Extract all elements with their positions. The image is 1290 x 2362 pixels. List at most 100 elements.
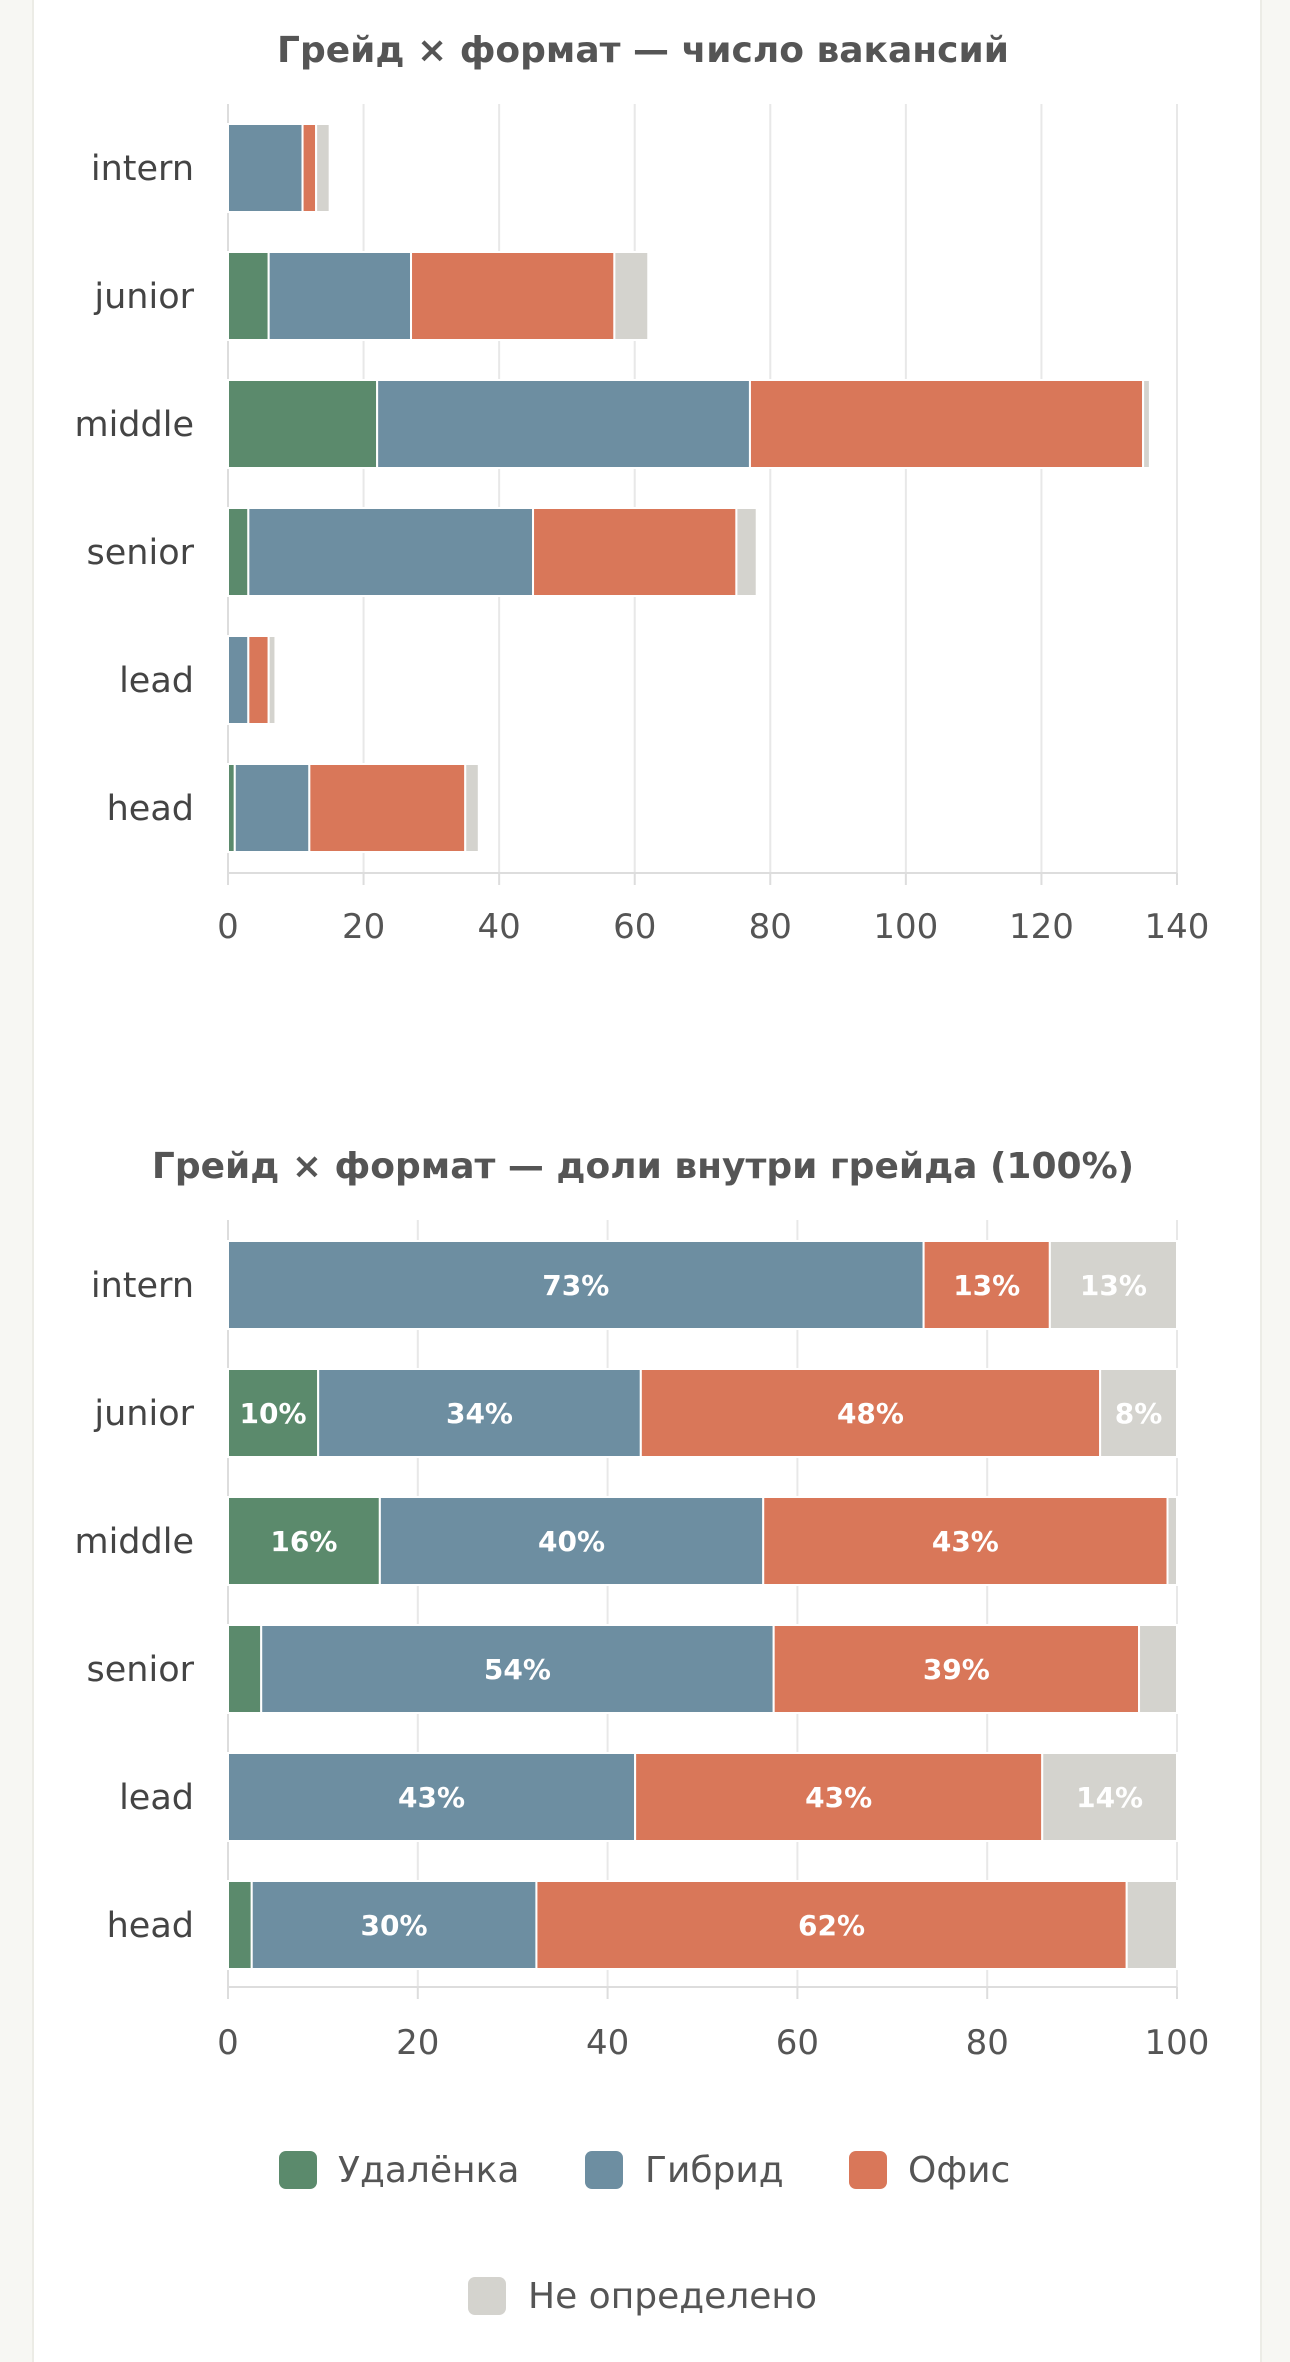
x-axis-ticks: 0 20 40 60 80 100 120 140	[217, 873, 1209, 947]
legend-swatch	[585, 2151, 623, 2189]
category-label: head	[107, 789, 194, 829]
x-tick-label: 60	[776, 2023, 819, 2063]
x-tick-label: 40	[478, 907, 521, 947]
bar-segment	[1099, 1368, 1178, 1458]
bar-segment	[227, 1240, 925, 1330]
x-tick-label: 0	[217, 907, 239, 947]
category-label: junior	[93, 277, 194, 317]
bar-segment	[748, 379, 1145, 469]
data-label: 13%	[953, 1269, 1020, 1302]
bar-segment	[1125, 1880, 1179, 1970]
bar-segment	[613, 251, 650, 341]
bar-segment	[410, 251, 616, 341]
bar-segment	[1048, 1240, 1178, 1330]
bar-segment	[227, 763, 236, 853]
legend-label: Офис	[908, 2150, 1010, 2191]
data-label: 34%	[446, 1397, 513, 1430]
legend-label: Не определено	[528, 2276, 817, 2317]
category-label: senior	[87, 1650, 195, 1690]
category-label: middle	[74, 1522, 194, 1562]
category-label: intern	[91, 149, 194, 189]
legend-item[interactable]: Удалёнка	[279, 2150, 519, 2191]
bar-segment	[376, 379, 751, 469]
data-label: 54%	[484, 1653, 551, 1686]
data-label: 8%	[1115, 1397, 1163, 1430]
chart-share: Грейд × формат — доли внутри грейда (100…	[74, 1146, 1209, 2063]
data-label: 62%	[798, 1909, 865, 1942]
data-label: 43%	[398, 1781, 465, 1814]
category-labels: intern junior middle senior lead head	[74, 1266, 194, 1946]
x-tick-label: 20	[342, 907, 385, 947]
legend-swatch	[279, 2151, 317, 2189]
x-tick-label: 100	[873, 907, 938, 947]
data-label: 40%	[538, 1525, 605, 1558]
bar-segment	[762, 1496, 1169, 1586]
bar-segment	[227, 507, 250, 597]
bar-segment	[227, 1496, 381, 1586]
bar-segment	[1138, 1624, 1179, 1714]
data-label: 43%	[805, 1781, 872, 1814]
category-label: junior	[93, 1394, 194, 1434]
bar-segment	[735, 507, 758, 597]
bar-segment	[315, 123, 331, 213]
legend-item[interactable]: Не определено	[468, 2276, 817, 2317]
bar-segment	[227, 123, 304, 213]
bar-segment	[250, 1880, 538, 1970]
x-tick-label: 20	[396, 2023, 439, 2063]
bar-segment	[227, 1624, 263, 1714]
bar-segment	[772, 1624, 1141, 1714]
x-tick-label: 140	[1145, 907, 1210, 947]
category-label: lead	[119, 661, 194, 701]
legend-label: Удалёнка	[338, 2150, 519, 2191]
legend-item[interactable]: Гибрид	[585, 2150, 784, 2191]
data-label: 14%	[1076, 1781, 1143, 1814]
category-label: lead	[119, 1778, 194, 1818]
bar-segment	[1166, 1496, 1179, 1586]
bar-segment	[922, 1240, 1051, 1330]
bar-segment	[233, 763, 311, 853]
bar-segment	[227, 1880, 253, 1970]
legend: Удалёнка Гибрид Офис Не определено	[279, 2150, 1010, 2317]
legend-swatch	[468, 2277, 506, 2315]
x-tick-label: 0	[217, 2023, 239, 2063]
data-label: 16%	[270, 1525, 337, 1558]
bar-segment	[464, 763, 480, 853]
category-label: senior	[87, 533, 195, 573]
x-tick-label: 80	[749, 907, 792, 947]
bar-segment	[308, 763, 467, 853]
data-label: 43%	[932, 1525, 999, 1558]
data-label: 30%	[361, 1909, 428, 1942]
legend-label: Гибрид	[645, 2150, 784, 2191]
bars: 73% 13% 13% 10% 34% 48% 8% 16% 40% 43% 54% 39% 43% 43…	[227, 1240, 1179, 1970]
bar-segment	[247, 635, 270, 725]
chart-count: Грейд × формат — число вакансий intern ju…	[74, 30, 1209, 947]
category-label: middle	[74, 405, 194, 445]
legend-swatch	[849, 2151, 887, 2189]
data-label: 73%	[542, 1269, 609, 1302]
bar-segment	[378, 1496, 765, 1586]
bar-segment	[227, 1368, 320, 1458]
x-axis-ticks: 0 20 40 60 80 100	[217, 1987, 1209, 2063]
bars	[227, 123, 1151, 853]
bar-segment	[267, 635, 277, 725]
bar-segment	[247, 507, 535, 597]
bar-segment	[260, 1624, 775, 1714]
bar-segment	[1041, 1752, 1178, 1842]
bar-segment	[267, 251, 413, 341]
x-tick-label: 120	[1009, 907, 1074, 947]
bar-segment	[639, 1368, 1102, 1458]
bar-segment	[535, 1880, 1128, 1970]
bar-segment	[532, 507, 738, 597]
bar-segment	[227, 379, 379, 469]
bar-segment	[227, 251, 270, 341]
data-label: 13%	[1080, 1269, 1147, 1302]
data-label: 48%	[837, 1397, 904, 1430]
bar-segment	[301, 123, 318, 213]
chart-title: Грейд × формат — число вакансий	[277, 30, 1009, 71]
legend-item[interactable]: Офис	[849, 2150, 1010, 2191]
bar-segment	[227, 635, 250, 725]
bar-segment	[634, 1752, 1044, 1842]
bar-segment	[227, 1752, 637, 1842]
gridlines	[227, 104, 1178, 874]
